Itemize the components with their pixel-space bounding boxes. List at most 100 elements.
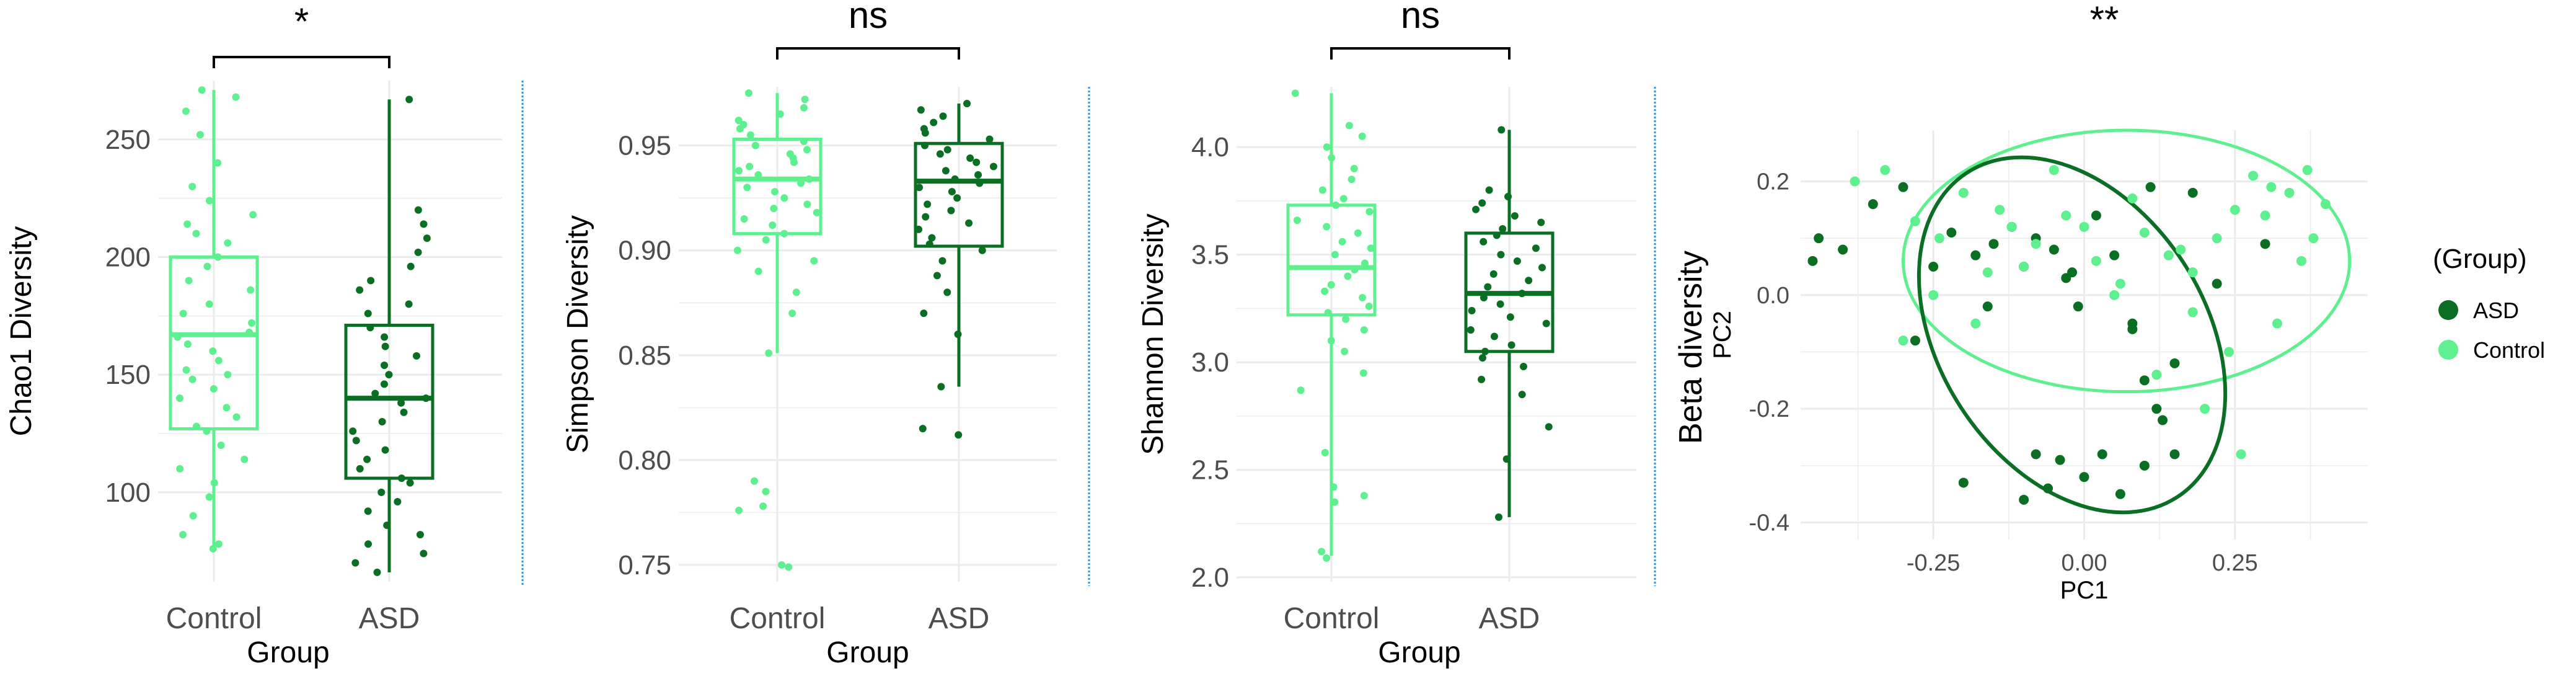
data-point <box>976 179 984 187</box>
data-point <box>2187 307 2198 318</box>
data-point <box>751 141 759 149</box>
data-point <box>2006 221 2017 232</box>
data-point <box>1880 165 1890 176</box>
y-tick-label: 250 <box>105 125 151 155</box>
data-point <box>1350 164 1358 172</box>
box <box>732 138 823 236</box>
beta-diversity-label: Beta diversity <box>1673 251 1709 444</box>
data-point <box>1345 122 1353 130</box>
significance-label: ns <box>1401 0 1440 36</box>
significance-label: * <box>294 1 309 42</box>
data-point <box>2158 415 2168 425</box>
data-point <box>743 184 751 192</box>
data-point <box>1478 375 1486 383</box>
data-point <box>813 208 821 216</box>
data-point <box>2200 404 2210 414</box>
data-point <box>786 150 794 158</box>
data-point <box>735 167 743 175</box>
data-point <box>179 531 187 539</box>
data-point <box>214 357 223 365</box>
data-point <box>1293 216 1301 224</box>
data-point <box>380 380 388 388</box>
data-point <box>2061 210 2071 221</box>
data-point <box>1331 498 1339 506</box>
data-point <box>2043 483 2053 494</box>
data-point <box>245 328 254 336</box>
data-point <box>381 446 389 454</box>
data-point <box>733 246 741 254</box>
data-point <box>179 309 187 318</box>
data-point <box>2091 256 2101 266</box>
data-point <box>1910 216 1920 226</box>
data-point <box>1493 231 1501 239</box>
data-point <box>788 309 796 318</box>
confidence-ellipse-control <box>1901 128 2352 394</box>
data-point <box>1970 250 1981 260</box>
data-point <box>2151 370 2162 380</box>
data-point <box>2320 199 2331 210</box>
x-tick-label: 0.25 <box>2212 550 2258 576</box>
y-axis-title: Shannon Diversity <box>1137 213 1170 455</box>
legend-marker <box>2438 300 2458 320</box>
data-point <box>792 288 800 296</box>
data-point <box>2163 250 2174 260</box>
data-point <box>381 362 389 370</box>
data-point <box>383 521 391 529</box>
x-tick-label: Control <box>730 602 826 635</box>
data-point <box>210 479 218 487</box>
data-point <box>1497 251 1505 259</box>
data-point <box>2139 375 2150 386</box>
data-point <box>942 167 950 175</box>
data-point <box>2079 221 2089 232</box>
data-point <box>182 366 190 374</box>
data-point <box>1928 262 1939 272</box>
data-point <box>948 188 956 196</box>
data-point <box>963 100 971 108</box>
data-point <box>947 207 955 215</box>
data-point <box>974 171 982 179</box>
data-point <box>356 465 364 473</box>
data-point <box>1489 270 1498 278</box>
y-tick-label: 0.90 <box>618 236 671 266</box>
data-point <box>1321 287 1329 295</box>
data-point <box>1958 478 1969 488</box>
y-tick-label: 4.0 <box>1191 132 1229 162</box>
data-point <box>1478 354 1486 362</box>
data-point <box>2260 210 2270 221</box>
chart-layer: 100 150 200 250 Control ASD Group Chao1 Diversi… <box>5 0 2545 669</box>
data-point <box>2031 239 2041 249</box>
data-point <box>1330 483 1338 491</box>
y-tick-label: -0.2 <box>1749 396 1789 422</box>
x-tick-label: ASD <box>929 602 990 635</box>
data-point <box>1321 448 1329 456</box>
data-point <box>2067 267 2078 278</box>
y-tick-label: 3.5 <box>1191 240 1229 270</box>
data-point <box>2109 250 2120 260</box>
data-point <box>734 117 743 125</box>
data-point <box>2073 301 2083 312</box>
data-point <box>1342 315 1350 323</box>
data-point <box>2224 347 2234 357</box>
data-point <box>183 220 192 228</box>
data-point <box>937 383 945 391</box>
data-point <box>797 179 805 187</box>
data-point <box>953 194 961 202</box>
data-point <box>351 559 359 567</box>
data-point <box>1504 192 1512 200</box>
data-point <box>939 112 947 120</box>
data-point <box>1341 347 1349 355</box>
data-point <box>2091 210 2101 221</box>
data-point <box>1480 294 1488 302</box>
data-point <box>765 349 773 357</box>
box <box>344 324 434 480</box>
data-point <box>1814 233 1824 244</box>
y-axis-title: Chao1 Diversity <box>5 226 38 437</box>
x-axis-title: PC1 <box>2060 577 2109 604</box>
data-point <box>2272 318 2282 329</box>
data-point <box>1478 199 1486 207</box>
data-point <box>739 120 748 128</box>
data-point <box>381 342 389 350</box>
data-point <box>1480 238 1488 246</box>
data-point <box>2284 187 2295 198</box>
data-point <box>1327 337 1335 345</box>
